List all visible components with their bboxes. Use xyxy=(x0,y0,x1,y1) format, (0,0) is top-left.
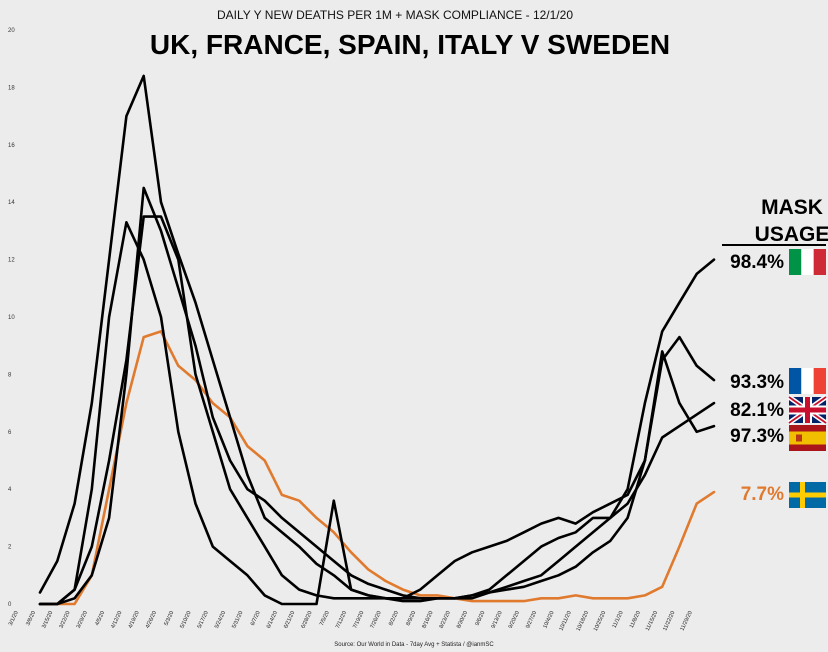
y-tick-label: 8 xyxy=(8,372,12,378)
x-tick-label: 5/10/20 xyxy=(179,610,192,629)
y-tick-label: 12 xyxy=(8,258,15,264)
legend-header-line-1: MASK xyxy=(761,196,823,219)
x-tick-label: 4/12/20 xyxy=(110,610,123,629)
x-tick-label: 3/15/20 xyxy=(41,610,54,629)
x-tick-label: 7/5/20 xyxy=(319,610,331,626)
x-tick-label: 4/19/20 xyxy=(128,610,141,629)
y-tick-label: 4 xyxy=(8,487,12,493)
x-tick-label: 11/29/20 xyxy=(679,610,693,632)
sweden-flag-icon xyxy=(789,482,826,508)
x-tick-label: 8/9/20 xyxy=(405,610,417,626)
x-tick-label: 10/4/20 xyxy=(542,610,555,629)
series-line-sweden xyxy=(38,330,716,606)
legend-header-line-2: USAGE xyxy=(755,223,828,246)
x-tick-label: 9/20/20 xyxy=(508,610,521,629)
x-tick-label: 9/27/20 xyxy=(525,610,538,629)
uk-flag-icon xyxy=(787,394,828,426)
x-tick-label: 11/22/20 xyxy=(662,610,676,632)
legend: 98.4% 93.3% 82.1% 97.3% 7.7% xyxy=(730,249,828,508)
y-tick-label: 16 xyxy=(8,143,15,149)
x-tick-label: 5/31/20 xyxy=(231,610,244,629)
x-tick-label: 6/14/20 xyxy=(266,610,279,629)
x-tick-label: 8/2/20 xyxy=(388,610,400,626)
x-tick-label: 3/1/20 xyxy=(8,610,20,626)
x-tick-label: 9/13/20 xyxy=(491,610,504,629)
y-tick-label: 10 xyxy=(8,315,15,321)
chart-title: UK, FRANCE, SPAIN, ITALY V SWEDEN xyxy=(150,29,670,60)
x-tick-label: 8/23/20 xyxy=(439,610,452,629)
x-tick-label: 9/6/20 xyxy=(475,610,487,626)
x-tick-label: 6/28/20 xyxy=(300,610,313,629)
mask-usage-uk: 82.1% xyxy=(730,400,784,421)
x-tick-label: 11/8/20 xyxy=(629,610,642,629)
series-lines xyxy=(38,74,716,606)
series-line-uk xyxy=(38,186,716,606)
italy-flag-icon xyxy=(789,249,826,275)
x-tick-label: 3/22/20 xyxy=(58,610,71,629)
y-tick-label: 20 xyxy=(8,28,15,34)
y-tick-label: 18 xyxy=(8,85,15,91)
mask-usage-sweden: 7.7% xyxy=(741,484,784,505)
x-axis: 3/1/20 3/8/20 3/15/20 3/22/20 3/29/20 4/5/20 4… xyxy=(8,610,694,632)
x-tick-label: 5/24/20 xyxy=(214,610,227,629)
x-tick-label: 11/15/20 xyxy=(645,610,659,632)
mask-usage-france: 93.3% xyxy=(730,372,784,393)
x-tick-label: 4/26/20 xyxy=(145,610,158,629)
x-tick-label: 8/16/20 xyxy=(421,610,434,629)
spain-flag-icon xyxy=(789,425,826,451)
x-tick-label: 10/11/20 xyxy=(559,610,573,632)
series-line-france xyxy=(38,215,716,606)
x-tick-label: 8/30/20 xyxy=(456,610,469,629)
y-tick-label: 2 xyxy=(8,545,12,551)
x-tick-label: 5/3/20 xyxy=(163,610,175,626)
x-tick-label: 4/5/20 xyxy=(94,610,106,626)
x-tick-label: 7/12/20 xyxy=(335,610,348,629)
mask-usage-italy: 98.4% xyxy=(730,252,784,273)
x-tick-label: 6/21/20 xyxy=(283,610,296,629)
x-tick-label: 5/17/20 xyxy=(197,610,210,629)
mask-usage-spain: 97.3% xyxy=(730,426,784,447)
chart-subtitle: DAILY Y NEW DEATHS PER 1M + MASK COMPLIA… xyxy=(217,8,573,22)
x-tick-label: 3/8/20 xyxy=(25,610,37,626)
y-tick-label: 14 xyxy=(8,200,15,206)
x-tick-label: 11/1/20 xyxy=(612,610,625,629)
x-tick-label: 7/19/20 xyxy=(352,610,365,629)
france-flag-icon xyxy=(789,368,826,394)
x-tick-label: 3/29/20 xyxy=(76,610,89,629)
y-tick-label: 0 xyxy=(8,602,12,608)
y-tick-label: 6 xyxy=(8,430,12,436)
chart-source: Source: Our World in Data - 7day Avg + S… xyxy=(334,642,494,648)
x-tick-label: 10/25/20 xyxy=(593,610,607,632)
x-tick-label: 6/7/20 xyxy=(250,610,262,626)
x-tick-label: 10/18/20 xyxy=(576,610,590,632)
y-axis: 0 2 4 6 8 10 12 14 16 18 20 xyxy=(8,28,15,608)
x-tick-label: 7/26/20 xyxy=(370,610,383,629)
series-line-italy xyxy=(38,74,716,600)
series-line-spain xyxy=(38,221,716,606)
